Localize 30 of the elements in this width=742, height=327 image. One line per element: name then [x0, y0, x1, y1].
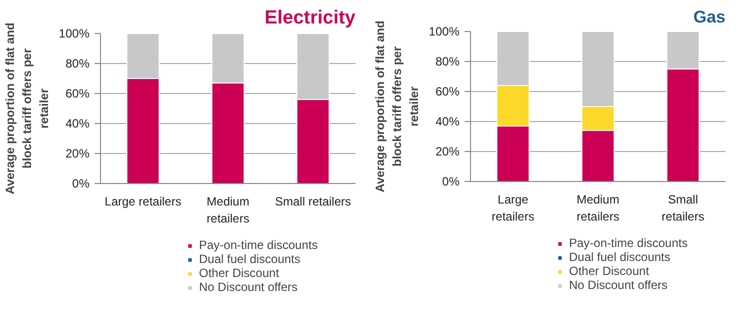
legend-label: Other Discount: [199, 266, 280, 280]
y-tick-label: 40%: [65, 116, 90, 130]
y-tick-label: 0%: [442, 174, 460, 188]
x-tick-label: Medium retailers: [576, 192, 620, 224]
y-axis-title: Average proportion of flat and block tariff offers per retailer: [373, 20, 421, 192]
legend-label: Pay-on-time discounts: [199, 238, 318, 252]
x-tick-label: Large retailers: [104, 194, 182, 208]
legend-label: No Discount offers: [569, 278, 668, 292]
y-tick-label: 100%: [58, 26, 90, 40]
y-tick-label: 80%: [65, 56, 90, 70]
chart-title: Electricity: [264, 8, 356, 28]
y-tick-label: 20%: [435, 144, 460, 158]
chart-title: Gas: [693, 8, 726, 26]
legend-label: Dual fuel discounts: [199, 252, 300, 266]
y-tick-label: 20%: [65, 146, 90, 160]
x-tick-label: Small retailers: [662, 192, 704, 224]
x-tick-label: Medium retailers: [206, 194, 250, 226]
x-tick-label: Small retailers: [274, 194, 352, 208]
y-tick-label: 60%: [65, 86, 90, 100]
legend-label: Other Discount: [569, 264, 650, 278]
y-tick-label: 80%: [435, 54, 460, 68]
y-tick-label: 0%: [72, 176, 90, 190]
legend-label: Dual fuel discounts: [569, 250, 670, 264]
y-tick-label: 100%: [428, 24, 460, 38]
x-tick-label: Large retailers: [492, 192, 534, 224]
y-axis-title: Average proportion of flat and block tariff offers per retailer: [3, 22, 51, 194]
legend-label: Pay-on-time discounts: [569, 236, 688, 250]
y-tick-label: 60%: [435, 84, 460, 98]
y-tick-label: 40%: [435, 114, 460, 128]
legend-label: No Discount offers: [199, 280, 298, 294]
